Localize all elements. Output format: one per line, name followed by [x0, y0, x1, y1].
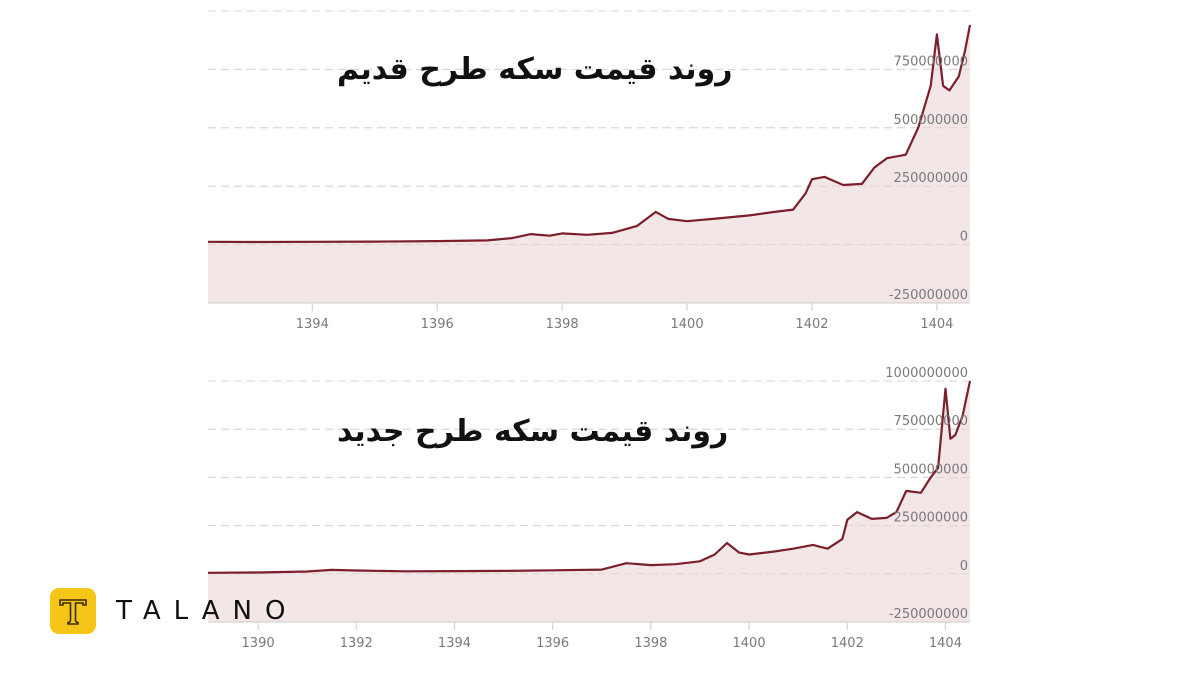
y-tick-label: 500000000 — [894, 462, 968, 477]
y-tick-label: 250000000 — [894, 511, 968, 526]
y-tick-label: -250000000 — [889, 607, 968, 622]
top-chart-title: روند قیمت سکه طرح قدیم — [337, 52, 733, 87]
x-tick-label: 1398 — [634, 636, 667, 651]
price-line — [207, 380, 972, 574]
x-tick-label: 1394 — [438, 636, 471, 651]
x-tick-label: 1390 — [242, 636, 275, 651]
x-tick-label: 1392 — [340, 636, 373, 651]
brand-logo: TALANO — [50, 588, 298, 634]
bottom-chart-title: روند قیمت سکه طرح جدید — [337, 414, 729, 449]
x-tick-label: 1398 — [546, 317, 579, 332]
y-tick-label: 0 — [960, 559, 968, 574]
x-tick-label: 1400 — [733, 636, 766, 651]
area-fill — [208, 381, 970, 622]
y-tick-label: 750000000 — [894, 54, 968, 69]
y-tick-label: 500000000 — [894, 113, 968, 128]
new-coin-chart: -250000000 0 250000000 500000000 750000000 10… — [207, 366, 972, 651]
area-fill — [208, 25, 970, 303]
x-tick-label: 1396 — [421, 317, 454, 332]
y-tick-label: 250000000 — [894, 171, 968, 186]
brand-name: TALANO — [116, 596, 299, 626]
y-tick-label: 1000000000 — [885, 366, 968, 381]
y-tick-label: -250000000 — [889, 288, 968, 303]
x-tick-label: 1404 — [920, 317, 953, 332]
x-tick-label: 1396 — [536, 636, 569, 651]
old-coin-chart: -250000000 0 250000000 500000000 750000000 13… — [207, 10, 972, 332]
talano-t-icon — [50, 588, 96, 634]
price-line — [207, 24, 972, 244]
y-tick-label: 0 — [960, 230, 968, 245]
x-tick-label: 1402 — [795, 317, 828, 332]
x-tick-label: 1394 — [296, 317, 329, 332]
y-tick-label: 750000000 — [894, 414, 968, 429]
x-tick-label: 1404 — [929, 636, 962, 651]
x-tick-label: 1400 — [671, 317, 704, 332]
x-tick-label: 1402 — [831, 636, 864, 651]
